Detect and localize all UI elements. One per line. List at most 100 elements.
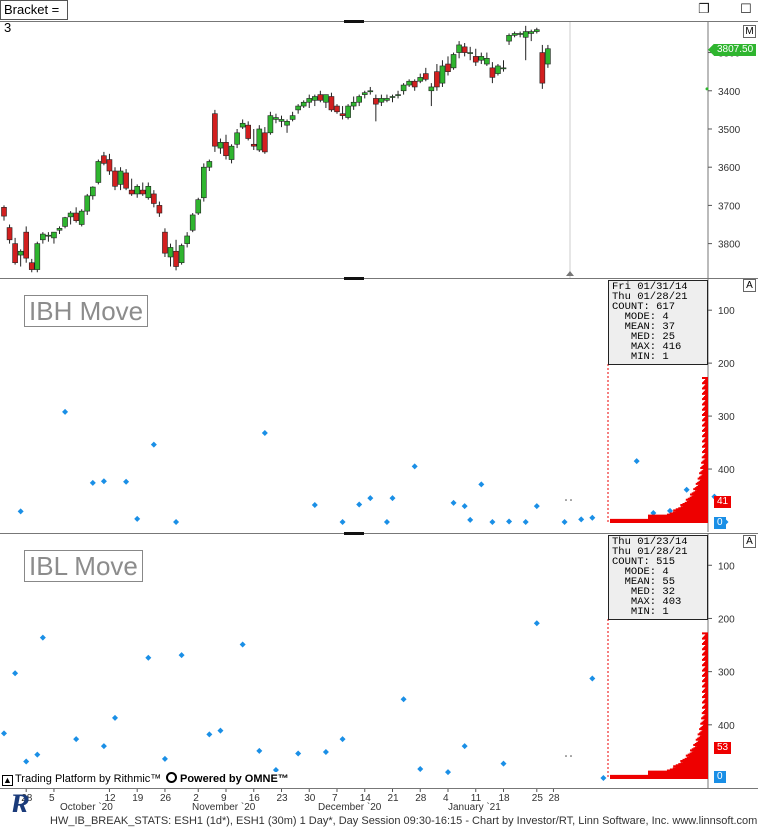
ibl-data-point	[589, 675, 596, 682]
candle-body	[184, 235, 190, 244]
candle-body	[112, 170, 118, 187]
candle-body	[300, 101, 307, 107]
candle-body	[12, 243, 18, 264]
ibl-distribution-profile	[610, 632, 708, 779]
candle-body	[445, 63, 451, 72]
ibh-panel-button[interactable]: A	[743, 279, 756, 292]
ibh-data-point	[461, 503, 468, 510]
stats-line: COUNT: 515	[612, 556, 676, 568]
ibl-data-point	[295, 750, 302, 757]
ibh-panel-title: IBH Move	[24, 295, 149, 327]
candle-body	[106, 159, 113, 172]
bracket-button[interactable]: Bracket = 3	[0, 0, 68, 35]
candle-body	[345, 105, 351, 118]
stats-line: MODE: 4	[612, 566, 669, 578]
candle-body	[422, 73, 429, 80]
ibh-data-point	[173, 519, 180, 525]
ibh-data-point	[123, 478, 130, 485]
last-price-pointer	[708, 43, 714, 56]
ibl-data-point	[533, 620, 540, 627]
stats-line: MAX: 416	[612, 341, 682, 353]
stats-line: MIN: 1	[612, 606, 669, 618]
candle-body	[323, 94, 329, 103]
ibh-tick-label: 300	[718, 412, 735, 423]
candle-body	[23, 231, 30, 259]
panel-resize-grip[interactable]	[344, 20, 364, 23]
ibl-data-point	[445, 769, 451, 776]
candle-body	[439, 65, 446, 84]
candle-body	[134, 185, 140, 195]
candle-body	[28, 262, 35, 270]
ibh-data-point	[311, 502, 318, 509]
candle-body	[212, 113, 218, 147]
ibh-zero-tag: 0	[714, 517, 726, 529]
date-tick-label: 5	[49, 793, 55, 804]
candle-body	[495, 65, 501, 74]
ibl-data-point	[600, 775, 607, 781]
ibh-data-point	[578, 516, 585, 523]
stats-line: MODE: 4	[612, 311, 669, 323]
candle-body	[417, 77, 424, 82]
candle-body	[284, 121, 290, 126]
ibl-data-point	[322, 748, 329, 755]
ibl-dot-marker	[565, 755, 567, 757]
candle-body	[500, 67, 507, 70]
ibl-data-point	[239, 641, 246, 648]
candle-body	[373, 98, 379, 105]
ibh-data-point	[506, 518, 513, 525]
restore-window-icon[interactable]: ❐	[698, 1, 710, 16]
ibh-data-point	[683, 486, 690, 493]
ibl-data-point	[100, 743, 107, 750]
maximize-window-icon[interactable]: ☐	[740, 1, 752, 16]
candle-body	[406, 80, 412, 86]
date-tick-label: 23	[277, 793, 289, 804]
candle-body	[528, 31, 535, 34]
ibl-dot-marker	[570, 755, 572, 757]
candle-body	[245, 124, 251, 139]
candle-body	[45, 234, 52, 237]
candle-body	[223, 142, 229, 157]
panel-resize-grip-2[interactable]	[344, 532, 364, 535]
candle-body	[334, 105, 340, 113]
month-label: January `21	[448, 801, 501, 812]
ibh-data-point	[134, 515, 141, 522]
candle-body	[40, 233, 46, 241]
panel-resize-grip-1[interactable]	[344, 277, 364, 280]
candle-body	[117, 170, 124, 185]
ibl-data-point	[217, 727, 224, 734]
candle-body	[350, 101, 357, 107]
candle-body	[206, 161, 213, 168]
ibl-data-point	[461, 743, 468, 750]
stats-line: MED: 32	[612, 586, 676, 598]
candle-body	[517, 33, 523, 35]
date-tick-label: 12	[104, 793, 116, 804]
candle-body	[411, 80, 418, 88]
candle-body	[162, 231, 168, 254]
candle-body	[367, 90, 374, 93]
stats-line: Thu 01/28/21	[612, 546, 688, 558]
price-tick-label: 3500	[718, 125, 741, 136]
candle-body	[17, 250, 24, 256]
ibl-data-point	[1, 730, 7, 737]
ibh-data-point	[467, 516, 474, 523]
stats-line: MEAN: 55	[612, 576, 676, 588]
stats-line: Thu 01/28/21	[612, 291, 688, 303]
ibl-stats-box: Thu 01/23/14 Thu 01/28/21 COUNT: 515 MODE:…	[608, 535, 708, 620]
price-panel-button[interactable]: M	[743, 25, 756, 38]
date-tick-label: 18	[499, 793, 511, 804]
ibl-tick-label: 200	[718, 614, 735, 625]
ibl-panel-button[interactable]: A	[743, 535, 756, 548]
date-tick-label: 25	[532, 793, 544, 804]
candle-body	[461, 46, 468, 53]
candle-body	[56, 228, 63, 231]
candle-body	[339, 113, 346, 116]
ibh-tick-label: 400	[718, 465, 735, 476]
ibl-data-point	[339, 736, 346, 743]
ibl-data-point	[34, 751, 41, 758]
ibl-data-point	[500, 760, 507, 767]
candle-body	[273, 117, 279, 120]
ibl-data-point	[161, 755, 168, 762]
ibl-tick-label: 400	[718, 721, 735, 732]
ibl-panel-title: IBL Move	[24, 550, 143, 582]
